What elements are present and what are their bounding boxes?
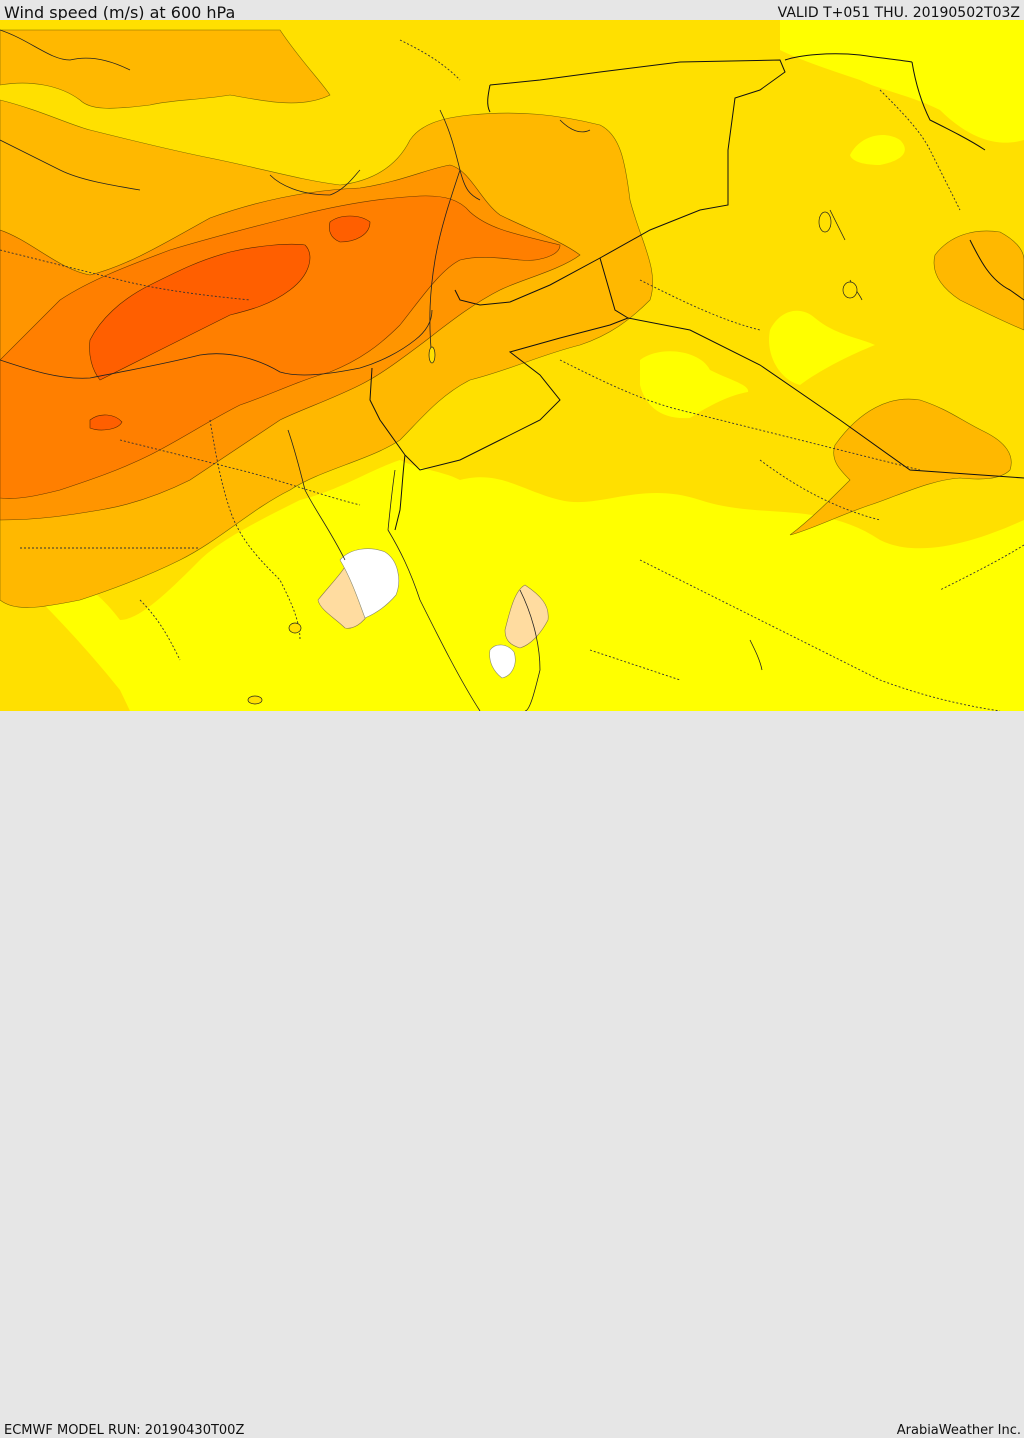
band-extreme [89, 243, 311, 381]
band-lowest-blob-ne2 [850, 135, 905, 165]
band-extreme-small [329, 215, 371, 243]
coastlines [0, 29, 863, 711]
country-borders [0, 39, 1024, 711]
small-water-bodies [247, 211, 858, 705]
band-moderate-east [933, 230, 1024, 331]
political-borders [369, 53, 1024, 531]
band-very-strong [0, 195, 561, 499]
band-very-calm-1 [339, 548, 399, 619]
band-moderate-main [0, 29, 331, 109]
map-title: Wind speed (m/s) at 600 hPa [4, 3, 236, 22]
band-moderate-southeast [789, 398, 1012, 536]
band-lowest-blob-east [769, 310, 875, 385]
band-lowest-south [0, 460, 1024, 711]
band-lowest-northeast [780, 20, 1024, 143]
band-lowest-blob-center [640, 351, 749, 419]
valid-time: VALID T+051 THU. 20190502T03Z [777, 5, 1020, 21]
band-extreme-dot [89, 414, 123, 431]
header-bar: Wind speed (m/s) at 600 hPa VALID T+051 … [0, 0, 1024, 22]
wind-speed-map [0, 20, 1024, 711]
footer-bar: ECMWF MODEL RUN: 20190430T00Z ArabiaWeat… [0, 711, 1024, 1438]
credit-label: ArabiaWeather Inc. [896, 1423, 1021, 1438]
band-very-calm-2 [489, 644, 516, 679]
model-run-label: ECMWF MODEL RUN: 20190430T00Z [4, 1423, 245, 1438]
band-calm-2 [504, 584, 549, 649]
